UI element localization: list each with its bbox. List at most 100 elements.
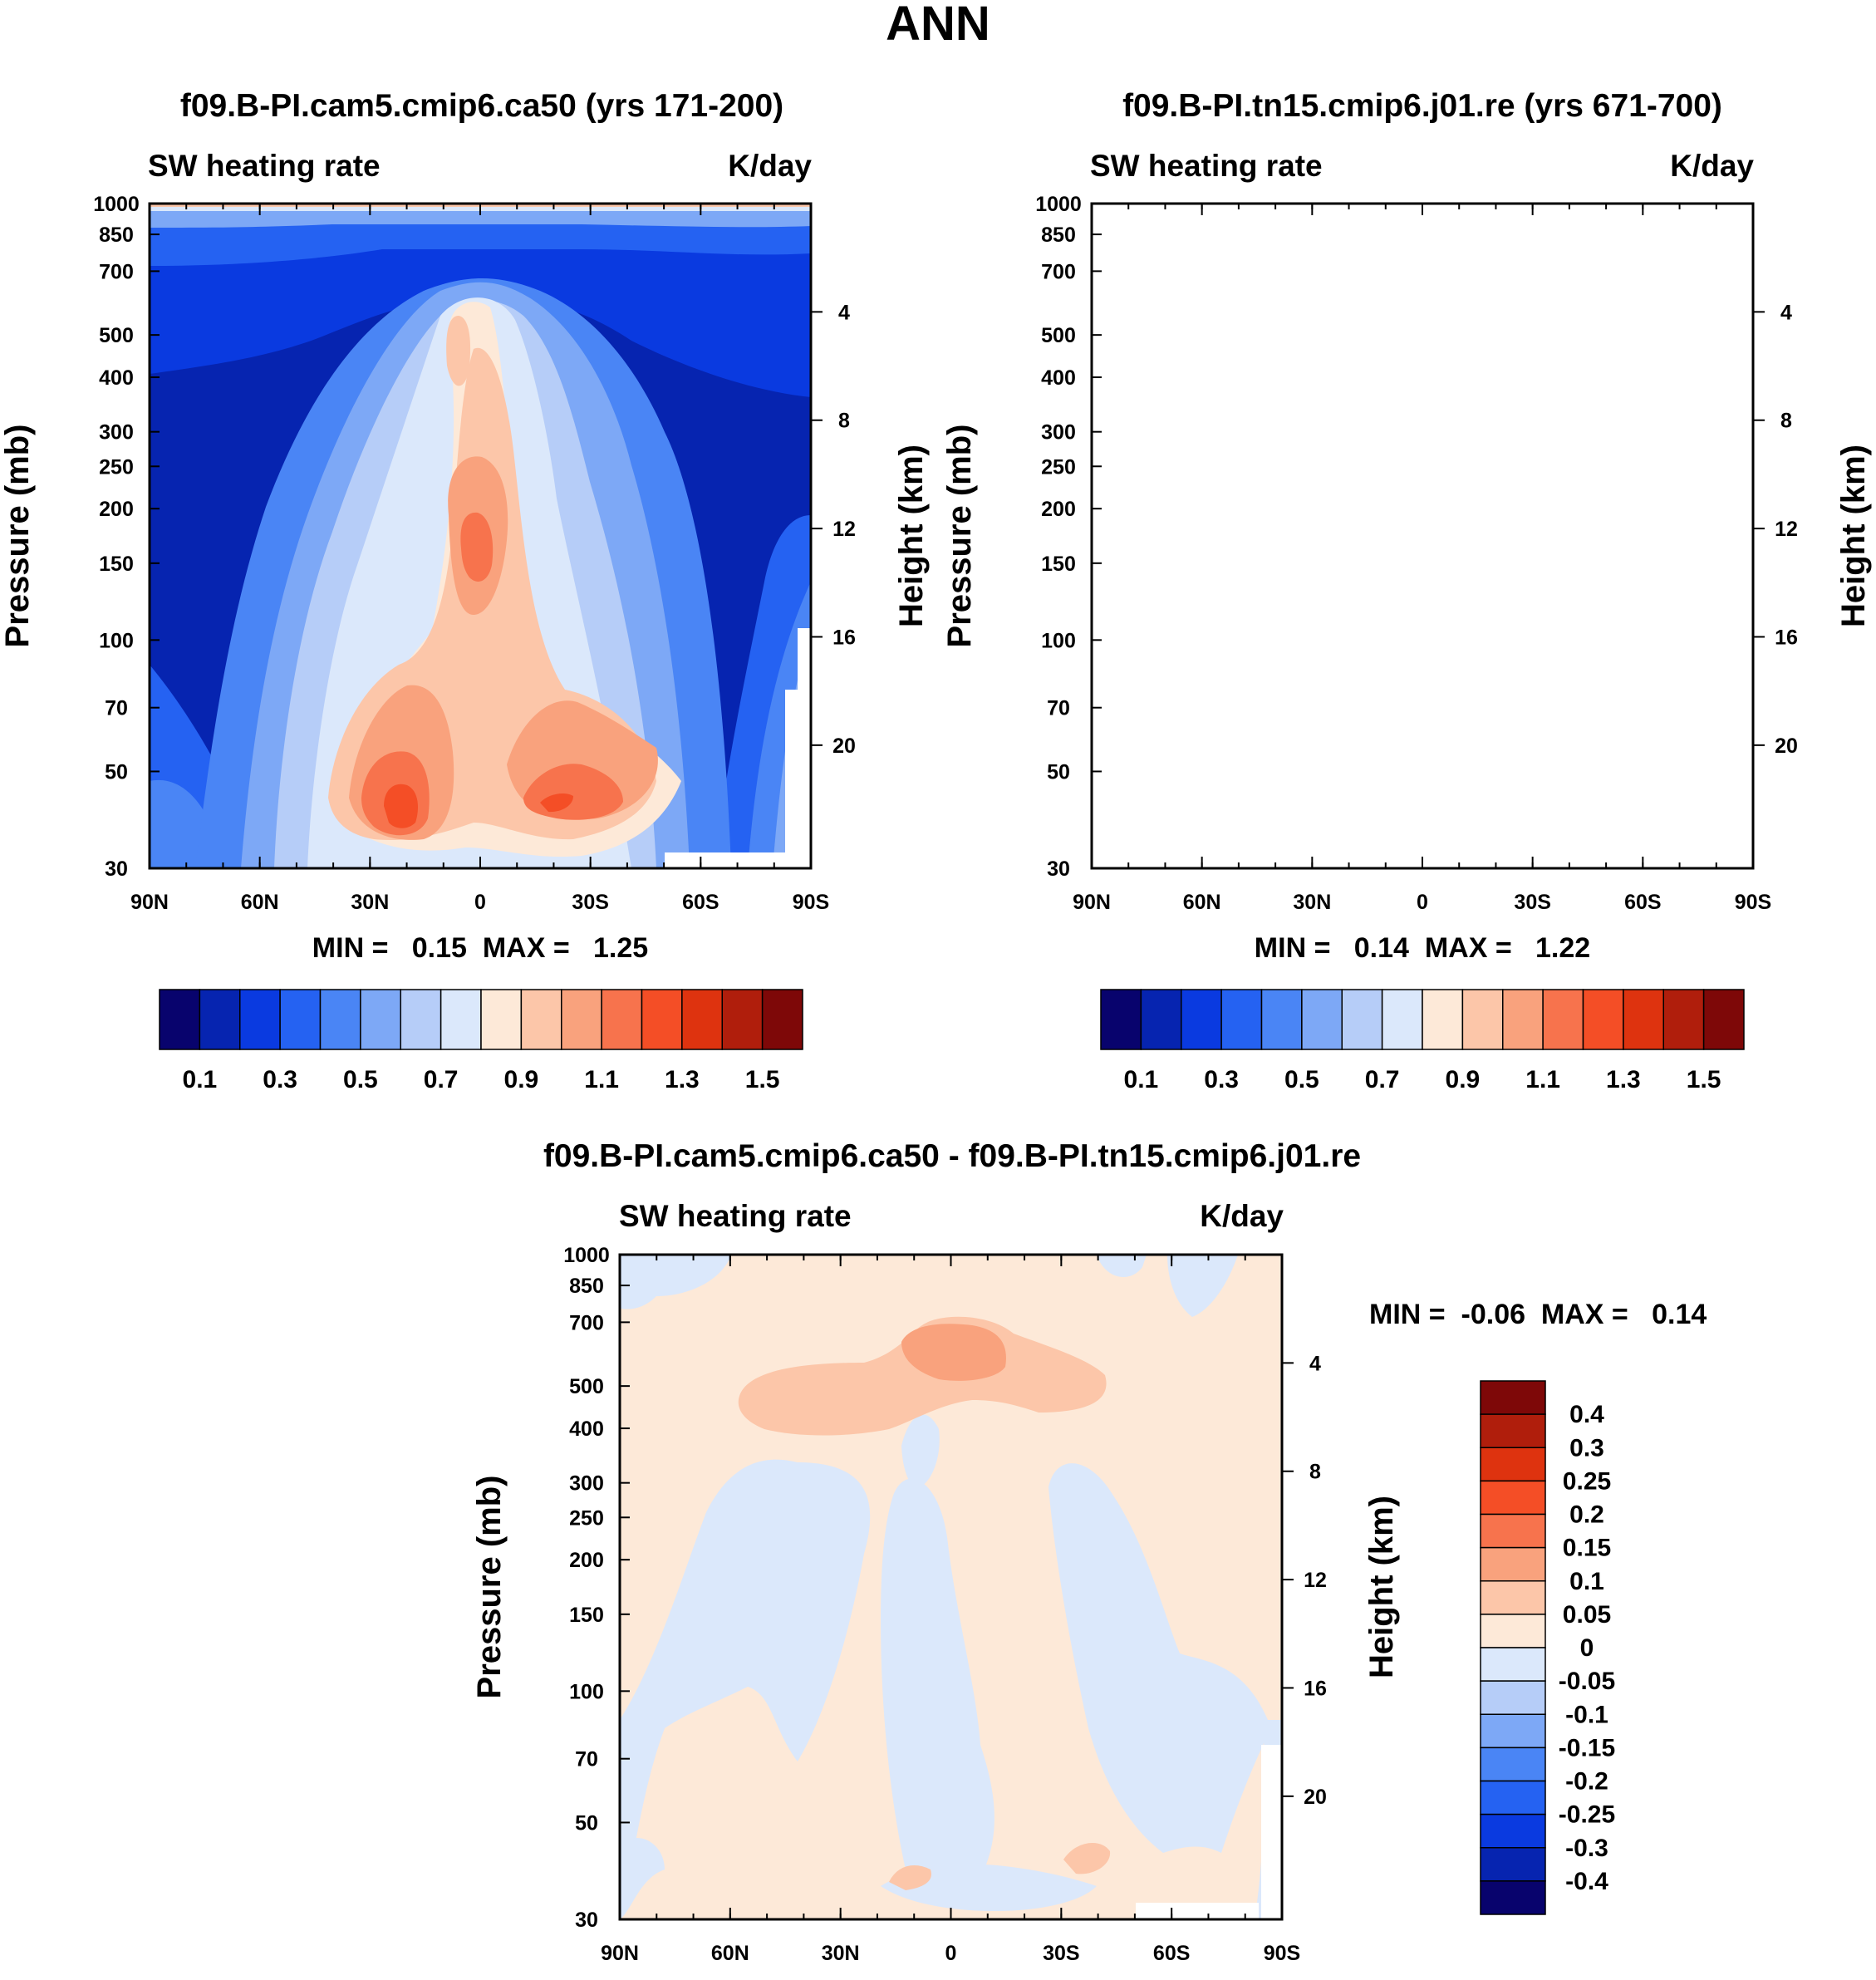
lat-tick-label: 60S bbox=[1624, 891, 1661, 914]
colorbar-box bbox=[1480, 1680, 1546, 1715]
pressure-tick-label: 70 bbox=[105, 697, 128, 720]
pressure-tick-label: 1000 bbox=[1035, 193, 1082, 216]
pressure-tick-label: 400 bbox=[99, 366, 134, 390]
colorbar-label: 0.9 bbox=[504, 1066, 539, 1093]
height-tick-label: 8 bbox=[838, 410, 850, 433]
lat-tick-label: 90N bbox=[601, 1942, 639, 1965]
panel-diff-colorbar: 0.4 0.3 0.25 0.2 0.15 0.1 0.05 0 -0.05 -0.1 -0.15 -… bbox=[1480, 1380, 1615, 1915]
colorbar-box bbox=[1461, 989, 1504, 1050]
lat-tick-label: 30N bbox=[351, 891, 389, 914]
panel-j01-colorbar: 0.1 0.3 0.5 0.7 0.9 1.1 1.3 1.5 bbox=[1100, 989, 1745, 1093]
height-tick-label: 20 bbox=[832, 735, 856, 758]
panel-diff-ylabel-right: Height (km) bbox=[1363, 1496, 1400, 1678]
panel-ca50-ylabel: Pressure (mb) bbox=[0, 425, 36, 648]
pressure-tick-label: 400 bbox=[1041, 366, 1076, 390]
colorbar-box bbox=[1480, 1647, 1546, 1682]
colorbar-box bbox=[1480, 1747, 1546, 1782]
colorbar-box bbox=[1702, 989, 1745, 1050]
colorbar-box bbox=[1341, 989, 1383, 1050]
height-tick-label: 12 bbox=[832, 518, 856, 541]
panel-diff: f09.B-PI.cam5.cmip6.ca50 - f09.B-PI.tn15… bbox=[471, 1138, 1707, 1965]
height-tick-label: 16 bbox=[832, 626, 856, 649]
panel-diff-contours bbox=[620, 1255, 1282, 1919]
colorbar-label: 0.9 bbox=[1446, 1066, 1481, 1093]
height-tick-label: 12 bbox=[1304, 1569, 1327, 1592]
pressure-tick-label: 150 bbox=[1041, 553, 1076, 576]
colorbar-label: 0.1 bbox=[1569, 1568, 1604, 1595]
colorbar-label: 0 bbox=[1580, 1634, 1594, 1662]
lat-tick-label: 30N bbox=[822, 1942, 860, 1965]
pressure-tick-label: 150 bbox=[569, 1604, 604, 1627]
pressure-tick-label: 250 bbox=[99, 455, 134, 479]
pressure-tick-label: 30 bbox=[575, 1909, 598, 1932]
colorbar-box bbox=[480, 989, 523, 1050]
colorbar-label: 1.1 bbox=[584, 1066, 619, 1093]
pressure-tick-label: 200 bbox=[1041, 498, 1076, 521]
panel-j01-axes: 30 50 70 100 150 200 250 300 400 500 700 850 1000 20 1… bbox=[1035, 193, 1798, 914]
height-tick-label: 12 bbox=[1775, 518, 1798, 541]
colorbar-box bbox=[1480, 1513, 1546, 1549]
colorbar-label: 1.3 bbox=[1606, 1066, 1641, 1093]
colorbar-label: 0.3 bbox=[263, 1066, 297, 1093]
pressure-tick-label: 150 bbox=[99, 553, 134, 576]
panel-ca50-colorbar: 0.1 0.3 0.5 0.7 0.9 1.1 1.3 1.5 bbox=[159, 989, 803, 1093]
pressure-tick-label: 100 bbox=[99, 629, 134, 652]
panel-ca50-units: K/day bbox=[728, 149, 812, 183]
colorbar-label: -0.15 bbox=[1559, 1734, 1615, 1761]
pressure-tick-label: 30 bbox=[1047, 857, 1070, 881]
pressure-tick-label: 250 bbox=[1041, 455, 1076, 479]
lat-tick-label: 0 bbox=[945, 1942, 957, 1965]
pressure-tick-label: 850 bbox=[1041, 224, 1076, 247]
colorbar-box bbox=[1542, 989, 1584, 1050]
colorbar-box bbox=[641, 989, 683, 1050]
colorbar-box bbox=[199, 989, 241, 1050]
pressure-tick-label: 70 bbox=[575, 1748, 598, 1771]
pressure-tick-label: 50 bbox=[575, 1811, 598, 1835]
pressure-tick-label: 850 bbox=[99, 224, 134, 247]
panel-ca50-stats: MIN = 0.15 MAX = 1.25 bbox=[312, 932, 648, 964]
pressure-tick-label: 50 bbox=[105, 760, 128, 784]
colorbar-box bbox=[1100, 989, 1142, 1050]
height-tick-label: 20 bbox=[1775, 735, 1798, 758]
colorbar-label: 0.4 bbox=[1569, 1401, 1604, 1428]
lat-tick-label: 90S bbox=[1735, 891, 1771, 914]
pressure-tick-label: 50 bbox=[1047, 760, 1070, 784]
colorbar-label: 0.2 bbox=[1569, 1501, 1604, 1529]
pressure-tick-label: 300 bbox=[1041, 421, 1076, 445]
pressure-tick-label: 200 bbox=[99, 498, 134, 521]
colorbar-box bbox=[1623, 989, 1664, 1050]
panel-j01-ylabel: Pressure (mb) bbox=[941, 425, 978, 648]
panel-ca50-ylabel-right: Height (km) bbox=[893, 445, 930, 627]
lat-tick-label: 60S bbox=[682, 891, 719, 914]
panel-diff-stats: MIN = -0.06 MAX = 0.14 bbox=[1369, 1299, 1707, 1330]
pressure-tick-label: 30 bbox=[105, 857, 128, 881]
colorbar-box bbox=[159, 989, 201, 1050]
panel-j01-variable: SW heating rate bbox=[1090, 149, 1323, 183]
colorbar-label: 0.25 bbox=[1563, 1467, 1611, 1495]
colorbar-box bbox=[400, 989, 442, 1050]
lat-tick-label: 30N bbox=[1293, 891, 1331, 914]
colorbar-label: 0.1 bbox=[183, 1066, 218, 1093]
height-tick-label: 4 bbox=[838, 301, 850, 324]
colorbar-label: 0.3 bbox=[1204, 1066, 1239, 1093]
height-tick-label: 16 bbox=[1304, 1677, 1327, 1700]
panel-ca50-variable: SW heating rate bbox=[148, 149, 381, 183]
pressure-tick-label: 700 bbox=[99, 260, 134, 283]
colorbar-box bbox=[319, 989, 361, 1050]
colorbar-box bbox=[721, 989, 764, 1050]
pressure-tick-label: 70 bbox=[1047, 697, 1070, 720]
lat-tick-label: 30S bbox=[1043, 1942, 1079, 1965]
colorbar-label: 0.1 bbox=[1124, 1066, 1159, 1093]
height-tick-label: 16 bbox=[1775, 626, 1798, 649]
colorbar-box bbox=[1480, 1546, 1546, 1582]
panel-ca50-contours bbox=[150, 204, 811, 868]
colorbar-box bbox=[1140, 989, 1182, 1050]
lat-tick-label: 60N bbox=[241, 891, 279, 914]
colorbar-label: 1.1 bbox=[1525, 1066, 1560, 1093]
colorbar-box bbox=[360, 989, 401, 1050]
pressure-tick-label: 500 bbox=[569, 1375, 604, 1398]
colorbar-label: 1.5 bbox=[745, 1066, 780, 1093]
panel-diff-axes: 30 50 70 100 150 200 250 300 400 500 700 850 1000 20 1… bbox=[563, 1244, 1327, 1965]
pressure-tick-label: 300 bbox=[99, 421, 134, 445]
colorbar-label: 0.5 bbox=[1284, 1066, 1319, 1093]
